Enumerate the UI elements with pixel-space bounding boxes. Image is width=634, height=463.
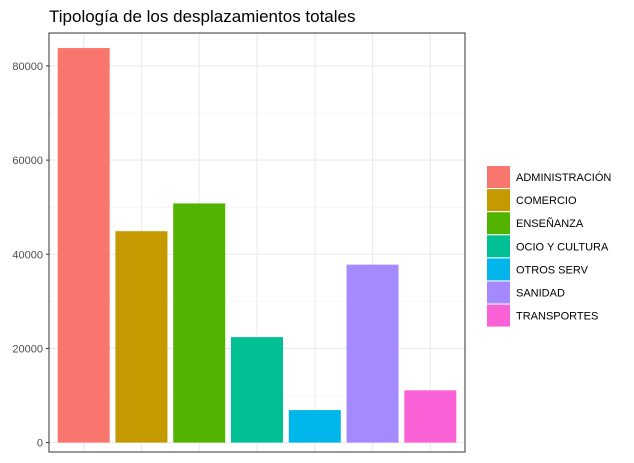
bar-administración	[57, 48, 110, 443]
legend-label: SANIDAD	[516, 288, 565, 300]
legend-label: ADMINISTRACIÓN	[516, 171, 611, 184]
y-tick-label: 40000	[12, 249, 43, 261]
legend-key	[487, 304, 510, 327]
bars	[57, 48, 457, 443]
legend-label: TRANSPORTES	[516, 311, 598, 323]
legend-key	[487, 189, 510, 212]
legend-key	[487, 258, 510, 281]
legend-label: ENSEÑANZA	[516, 217, 584, 230]
bar-comercio	[115, 231, 168, 443]
bar-sanidad	[346, 264, 399, 443]
bar-ocio-y-cultura	[231, 337, 283, 443]
legend-key	[487, 281, 510, 304]
y-tick-label: 60000	[12, 155, 43, 167]
legend-label: OCIO Y CULTURA	[516, 241, 609, 253]
legend: ADMINISTRACIÓN COMERCIO ENSEÑANZA OCIO Y CU…	[487, 166, 611, 327]
legend-label: OTROS SERV	[516, 264, 589, 276]
y-tick-label: 80000	[12, 61, 43, 73]
y-tick-label: 0	[37, 438, 43, 450]
legend-key	[487, 166, 510, 188]
legend-label: COMERCIO	[516, 195, 577, 207]
bar-transportes	[404, 390, 457, 443]
chart-title: Tipología de los desplazamientos totales	[49, 7, 356, 26]
legend-key	[487, 235, 510, 258]
plot-panel-border	[48, 32, 466, 453]
bar-otros-serv	[288, 410, 341, 443]
legend-key	[487, 212, 510, 235]
y-tick-label: 20000	[12, 343, 43, 355]
bar-enseñanza	[173, 203, 226, 443]
y-axis: 0 20000 40000 60000 80000	[12, 61, 49, 450]
